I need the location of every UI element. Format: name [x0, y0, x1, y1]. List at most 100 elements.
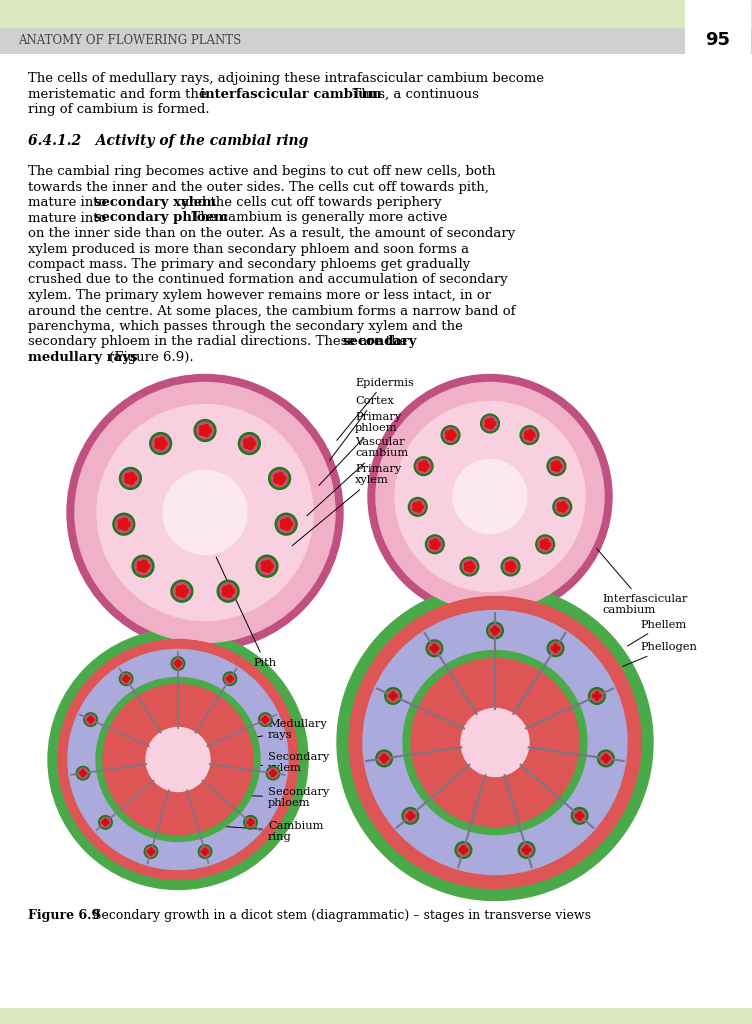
Circle shape	[557, 464, 562, 469]
Circle shape	[468, 561, 473, 566]
Circle shape	[408, 817, 412, 820]
Circle shape	[159, 437, 165, 442]
Text: crushed due to the continued formation and accumulation of secondary: crushed due to the continued formation a…	[28, 273, 508, 287]
Circle shape	[97, 404, 313, 621]
Circle shape	[200, 847, 210, 856]
Circle shape	[422, 461, 427, 466]
Circle shape	[226, 592, 232, 597]
Circle shape	[387, 690, 399, 702]
Circle shape	[226, 677, 229, 680]
Bar	[0, 1008, 752, 1024]
Circle shape	[453, 460, 527, 534]
Circle shape	[247, 437, 253, 442]
Circle shape	[489, 424, 493, 429]
Circle shape	[123, 518, 128, 523]
Circle shape	[86, 715, 96, 725]
Text: ANATOMY OF FLOWERING PLANTS: ANATOMY OF FLOWERING PLANTS	[18, 35, 241, 47]
Circle shape	[179, 663, 181, 665]
Circle shape	[247, 441, 251, 445]
Circle shape	[470, 564, 475, 569]
Circle shape	[520, 426, 539, 444]
Circle shape	[118, 523, 123, 529]
Circle shape	[525, 431, 529, 435]
Circle shape	[262, 718, 265, 721]
Bar	[0, 0, 752, 28]
Circle shape	[265, 564, 269, 568]
Circle shape	[604, 754, 608, 758]
Circle shape	[433, 539, 438, 544]
Circle shape	[455, 842, 472, 858]
Circle shape	[249, 819, 252, 821]
Circle shape	[426, 640, 443, 656]
Circle shape	[493, 632, 497, 635]
Circle shape	[81, 774, 84, 776]
Circle shape	[547, 457, 566, 475]
Circle shape	[104, 823, 107, 826]
Circle shape	[462, 846, 465, 849]
Circle shape	[265, 567, 271, 572]
Circle shape	[551, 466, 556, 470]
Circle shape	[262, 561, 267, 567]
Circle shape	[553, 498, 572, 516]
Circle shape	[385, 757, 389, 760]
Circle shape	[544, 539, 548, 544]
Circle shape	[247, 821, 250, 823]
Circle shape	[250, 440, 256, 446]
Circle shape	[429, 642, 441, 654]
Circle shape	[176, 591, 182, 596]
Circle shape	[177, 665, 180, 667]
Circle shape	[380, 757, 384, 760]
Text: Cambium
ring: Cambium ring	[199, 820, 323, 843]
Circle shape	[199, 845, 212, 858]
Circle shape	[598, 694, 601, 697]
Circle shape	[509, 567, 514, 571]
Circle shape	[389, 694, 393, 697]
Circle shape	[268, 768, 278, 778]
Circle shape	[489, 418, 493, 423]
Text: Medullary
rays: Medullary rays	[203, 719, 327, 746]
Circle shape	[121, 674, 131, 684]
Text: 6.4.1.2   Activity of the cambial ring: 6.4.1.2 Activity of the cambial ring	[28, 134, 308, 148]
Circle shape	[561, 505, 564, 509]
Bar	[0, 28, 752, 54]
Circle shape	[418, 505, 423, 509]
Circle shape	[446, 434, 450, 439]
Circle shape	[284, 522, 288, 526]
Circle shape	[417, 502, 421, 506]
Circle shape	[244, 815, 257, 829]
Circle shape	[527, 848, 531, 852]
Circle shape	[363, 610, 627, 874]
Circle shape	[413, 506, 417, 511]
Circle shape	[91, 718, 94, 721]
Circle shape	[125, 474, 130, 479]
Text: meristematic and form the: meristematic and form the	[28, 87, 211, 100]
FancyBboxPatch shape	[685, 0, 751, 55]
Text: . Thus, a continuous: . Thus, a continuous	[344, 87, 479, 100]
Circle shape	[259, 558, 275, 574]
Circle shape	[132, 476, 137, 481]
Circle shape	[141, 567, 147, 572]
Circle shape	[451, 433, 456, 437]
Circle shape	[462, 851, 465, 854]
Circle shape	[280, 476, 286, 481]
Circle shape	[491, 421, 496, 426]
Circle shape	[125, 679, 128, 682]
Circle shape	[238, 432, 260, 455]
Circle shape	[411, 814, 414, 817]
Circle shape	[489, 625, 501, 637]
Text: and the cells cut off towards periphery: and the cells cut off towards periphery	[177, 196, 441, 209]
Circle shape	[146, 847, 156, 856]
Circle shape	[446, 431, 450, 435]
Circle shape	[48, 630, 308, 890]
Circle shape	[78, 768, 88, 778]
Circle shape	[102, 821, 105, 823]
Circle shape	[226, 589, 230, 593]
Circle shape	[428, 538, 442, 552]
Circle shape	[125, 675, 128, 678]
Text: Secondary
phloem: Secondary phloem	[219, 786, 329, 808]
Circle shape	[129, 479, 135, 484]
Circle shape	[574, 810, 586, 822]
Text: Figure 6.9: Figure 6.9	[28, 909, 100, 923]
Circle shape	[146, 727, 210, 792]
Circle shape	[591, 690, 603, 702]
